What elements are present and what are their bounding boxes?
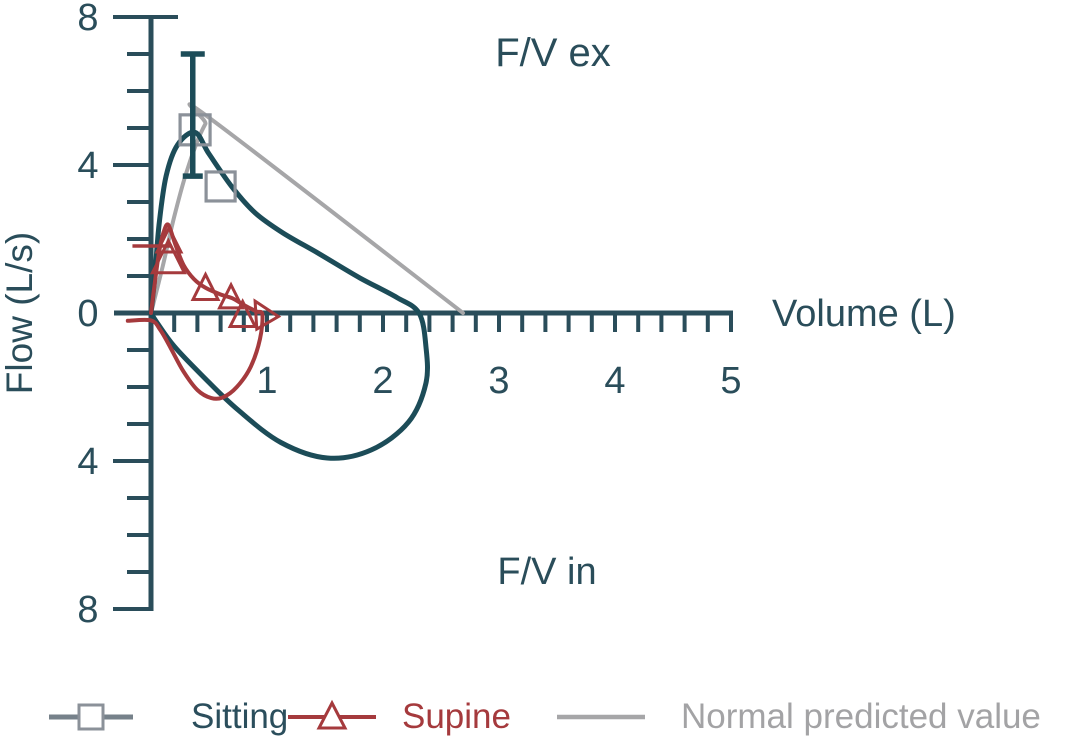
- supine-legend-marker-icon: [288, 699, 376, 730]
- x-tick-label: 2: [372, 360, 393, 402]
- y-tick-label: 4: [77, 441, 98, 483]
- legend-label-supine: Supine: [402, 697, 511, 736]
- supine-triangle-marker: [149, 237, 187, 275]
- y-tick-label: 4: [77, 145, 98, 187]
- sitting-error-bar: [180, 51, 205, 179]
- x-tick-label: 1: [256, 360, 277, 402]
- supine-triangle-marker: [154, 224, 184, 254]
- legend-item-supine: Supine: [287, 694, 511, 740]
- x-tick-label: 5: [720, 360, 741, 402]
- legend-label-normal-predicted: Normal predicted value: [681, 697, 1041, 736]
- y-tick-label: 8: [77, 589, 98, 631]
- annotation-fv-ex: F/V ex: [495, 31, 611, 75]
- supine-triangle-marker: [217, 281, 245, 310]
- legend-item-sitting: Sitting: [47, 694, 288, 740]
- annotation-fv-in: F/V in: [497, 551, 596, 593]
- legend: Sitting Supine Normal predicted value: [0, 694, 1080, 740]
- sitting-square-marker: [204, 170, 237, 203]
- supine-triangle-marker: [190, 271, 221, 301]
- normal-predicted-legend-line-icon: [557, 714, 645, 720]
- sitting-curve: [148, 129, 430, 461]
- x-tick-label: 3: [488, 360, 509, 402]
- plot-layer: [125, 102, 465, 461]
- y-tick-label: 8: [77, 0, 98, 39]
- supine-triangle-marker: [253, 298, 282, 332]
- y-tick-label: 0: [77, 293, 98, 335]
- marker-layer: [149, 51, 282, 332]
- sitting-legend-marker-icon: [49, 703, 133, 731]
- y-axis-title: Flow (L/s): [0, 232, 40, 394]
- axes-layer: 1 2 3 4 5 8 4 0 4 8: [77, 0, 741, 631]
- legend-label-sitting: Sitting: [191, 697, 289, 736]
- x-axis-title: Volume (L): [772, 293, 956, 335]
- x-tick-label: 4: [604, 360, 625, 402]
- legend-item-normal-predicted: Normal predicted value: [556, 694, 1041, 740]
- normal-predicted-value-curve: [149, 102, 465, 315]
- supine-triangle-marker: [227, 298, 258, 328]
